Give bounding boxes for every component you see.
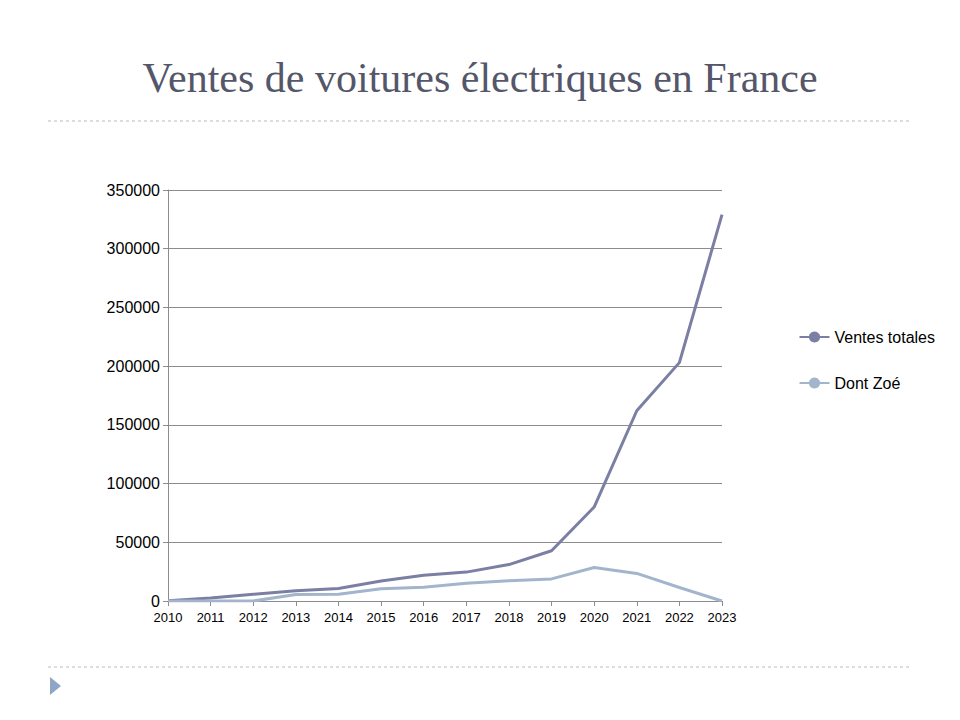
svg-text:300000: 300000 [107, 240, 160, 257]
svg-text:2022: 2022 [665, 610, 694, 625]
svg-text:2021: 2021 [622, 610, 651, 625]
svg-text:2011: 2011 [197, 610, 225, 625]
svg-text:2010: 2010 [154, 610, 183, 625]
svg-text:350000: 350000 [107, 182, 160, 199]
svg-text:2016: 2016 [409, 610, 438, 625]
svg-text:100000: 100000 [107, 475, 160, 492]
svg-text:2023: 2023 [708, 610, 737, 625]
svg-text:150000: 150000 [107, 416, 160, 433]
svg-text:2013: 2013 [281, 610, 310, 625]
svg-text:Dont Zoé: Dont Zoé [834, 375, 900, 392]
svg-text:2020: 2020 [580, 610, 609, 625]
svg-text:50000: 50000 [116, 534, 161, 551]
svg-text:2015: 2015 [367, 610, 396, 625]
svg-text:2017: 2017 [452, 610, 481, 625]
svg-text:2012: 2012 [239, 610, 268, 625]
svg-text:0: 0 [151, 593, 160, 610]
svg-text:200000: 200000 [107, 358, 160, 375]
svg-text:Ventes totales: Ventes totales [834, 329, 935, 346]
svg-text:2014: 2014 [324, 610, 353, 625]
svg-text:2019: 2019 [537, 610, 566, 625]
svg-text:Ventes de voitures électriques: Ventes de voitures électriques en France [142, 55, 817, 101]
svg-text:2018: 2018 [494, 610, 523, 625]
svg-text:250000: 250000 [107, 299, 160, 316]
